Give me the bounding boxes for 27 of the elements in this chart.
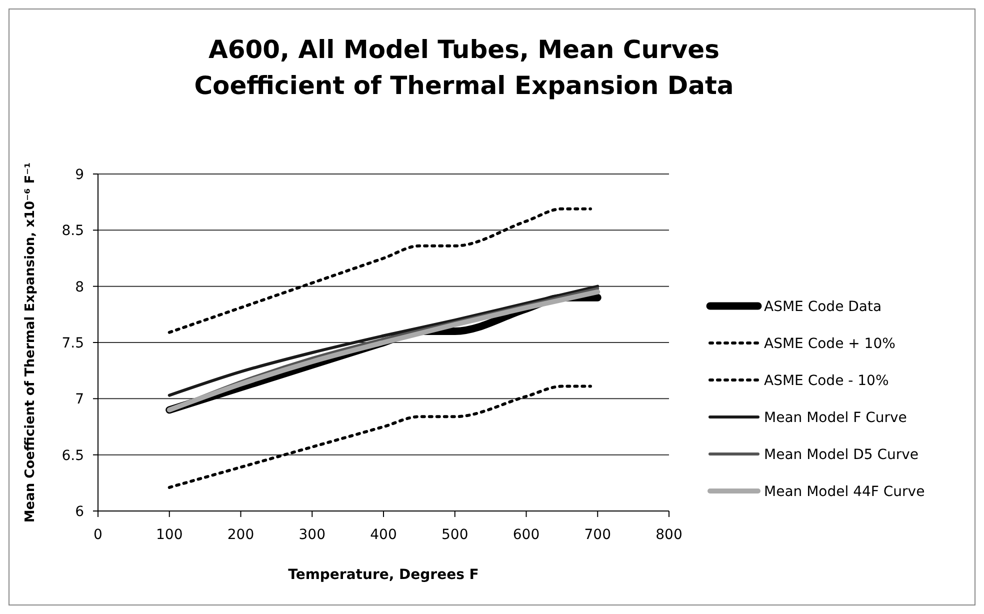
line-series <box>168 207 592 334</box>
x-tick-label: 300 <box>298 527 326 543</box>
legend-label: Mean Model D5 Curve <box>764 447 919 463</box>
y-tick-label: 6 <box>75 504 84 520</box>
x-tick-label: 0 <box>94 527 102 543</box>
x-tick-label: 200 <box>227 527 254 543</box>
line-series <box>168 384 592 489</box>
legend-label: Mean Model F Curve <box>764 410 907 426</box>
y-tick-label: 8.5 <box>62 223 84 240</box>
y-tick-label: 9 <box>75 167 84 183</box>
y-axis-title: Mean Coefficient of Thermal Expansion, x10⁻⁶ F⁻¹ <box>23 162 38 523</box>
legend-label: ASME Code + 10% <box>764 336 896 352</box>
x-tick-label: 400 <box>370 527 397 543</box>
y-tick-label: 7 <box>75 392 84 408</box>
chart-title: A600, All Model Tubes, Mean Curves Coefficient of Thermal Expansion Data <box>194 35 734 100</box>
x-tick-label: 800 <box>656 527 682 543</box>
legend-label: ASME Code Data <box>764 299 882 315</box>
legend-label: Mean Model 44F Curve <box>764 484 925 500</box>
legend-label: ASME Code - 10% <box>764 373 889 389</box>
y-tick-label: 8 <box>75 279 84 296</box>
x-axis-title: Temperature, Degrees F <box>288 567 479 583</box>
x-tick-label: 600 <box>512 527 540 543</box>
x-tick-label: 500 <box>442 527 468 543</box>
y-tick-label: 7.5 <box>62 336 84 352</box>
x-tick-label: 700 <box>584 527 611 543</box>
y-tick-label: 6.5 <box>62 448 84 464</box>
x-tick-label: 100 <box>156 527 183 543</box>
